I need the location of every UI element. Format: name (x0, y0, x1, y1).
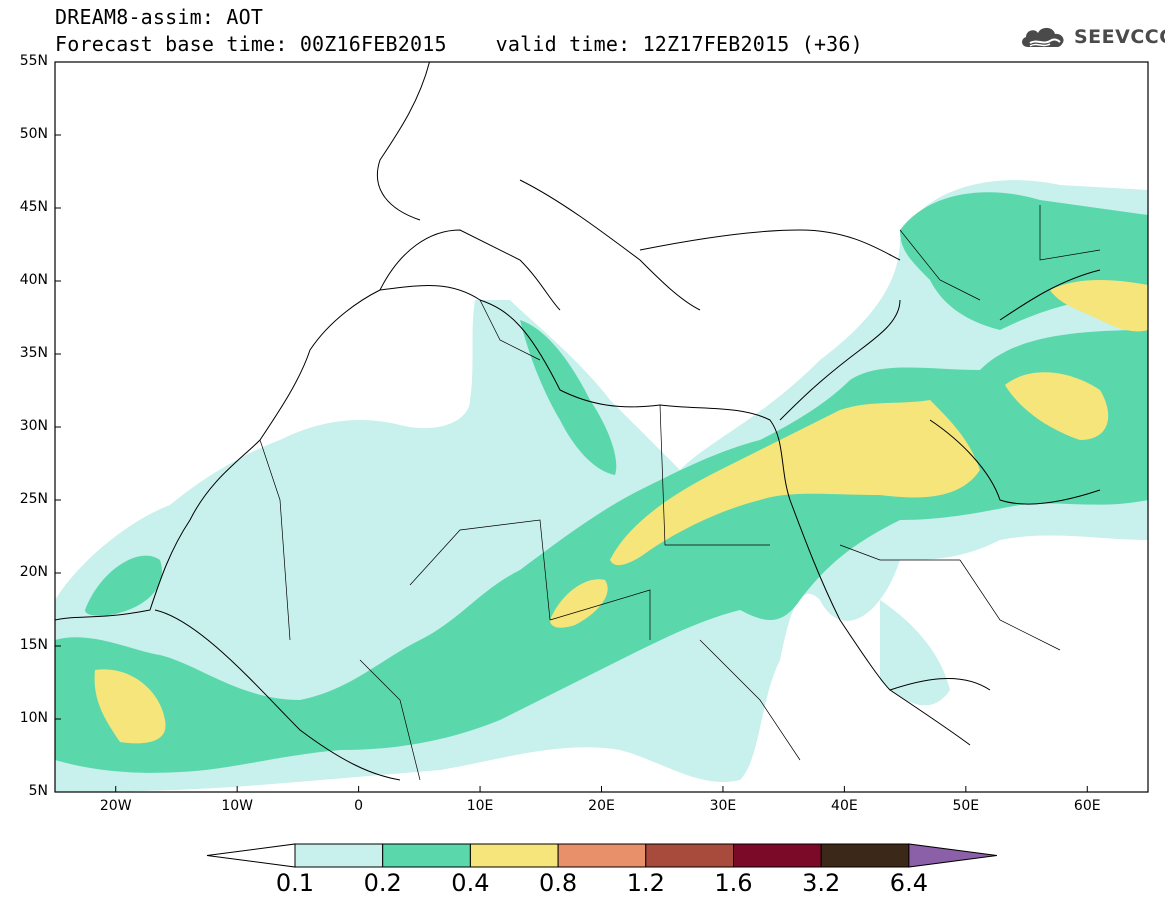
colorbar-label: 3.2 (802, 869, 841, 897)
lon-tick-label: 30E (709, 798, 737, 814)
colorbar-box (733, 843, 822, 868)
colorbar-box (820, 843, 910, 868)
lon-tick-label: 50E (952, 798, 980, 814)
colorbar-box (469, 843, 559, 868)
lat-tick-label: 35N (19, 345, 48, 361)
forecast-time-line: Forecast base time: 00Z16FEB2015 valid t… (55, 32, 863, 56)
cloud-icon (1022, 27, 1064, 47)
lat-tick-label: 45N (19, 199, 48, 215)
axis-ticks (55, 61, 1088, 793)
logo-text: SEEVCCC (1074, 26, 1165, 48)
colorbar-label: 0.1 (275, 869, 315, 897)
lon-tick-label: 10E (466, 798, 494, 814)
colorbar-box (294, 843, 384, 868)
aot-layer-0.4 (94, 280, 1148, 744)
seevccc-logo: SEEVCCC (1018, 22, 1165, 52)
colorbar-label: 1.2 (626, 869, 665, 897)
lat-tick-label: 55N (19, 53, 48, 69)
country-borders (259, 205, 1101, 781)
colorbar-box (557, 843, 647, 868)
colorbar-over-arrow (908, 843, 997, 868)
aot-layer-0.1 (55, 180, 1148, 792)
lat-tick-label: 40N (19, 272, 48, 288)
coastlines (55, 62, 1101, 781)
lat-tick-label: 15N (19, 637, 48, 653)
lat-tick-label: 30N (19, 418, 48, 434)
lat-tick-label: 20N (19, 564, 48, 580)
colorbar-label: 0.2 (363, 869, 402, 897)
colorbar-box (382, 843, 471, 868)
lon-tick-label: 0 (354, 798, 364, 814)
colorbar-box (645, 843, 734, 868)
lat-tick-label: 25N (19, 491, 48, 507)
colorbar-label: 6.4 (889, 869, 928, 897)
lon-tick-label: 20W (99, 798, 132, 814)
lat-tick-label: 10N (19, 710, 48, 726)
map-title: DREAM8-assim: AOT (55, 5, 264, 29)
colorbar-under-arrow (206, 843, 296, 868)
lon-tick-label: 40E (831, 798, 858, 814)
lon-tick-label: 60E (1073, 798, 1101, 814)
lat-tick-label: 50N (19, 126, 48, 142)
colorbar-label: 1.6 (714, 869, 753, 897)
lon-tick-label: 10W (221, 798, 253, 814)
lat-tick-label: 5N (28, 783, 48, 799)
lon-tick-label: 20E (588, 798, 615, 814)
colorbar-label: 0.4 (451, 869, 490, 897)
colorbar-label: 0.8 (539, 869, 578, 897)
